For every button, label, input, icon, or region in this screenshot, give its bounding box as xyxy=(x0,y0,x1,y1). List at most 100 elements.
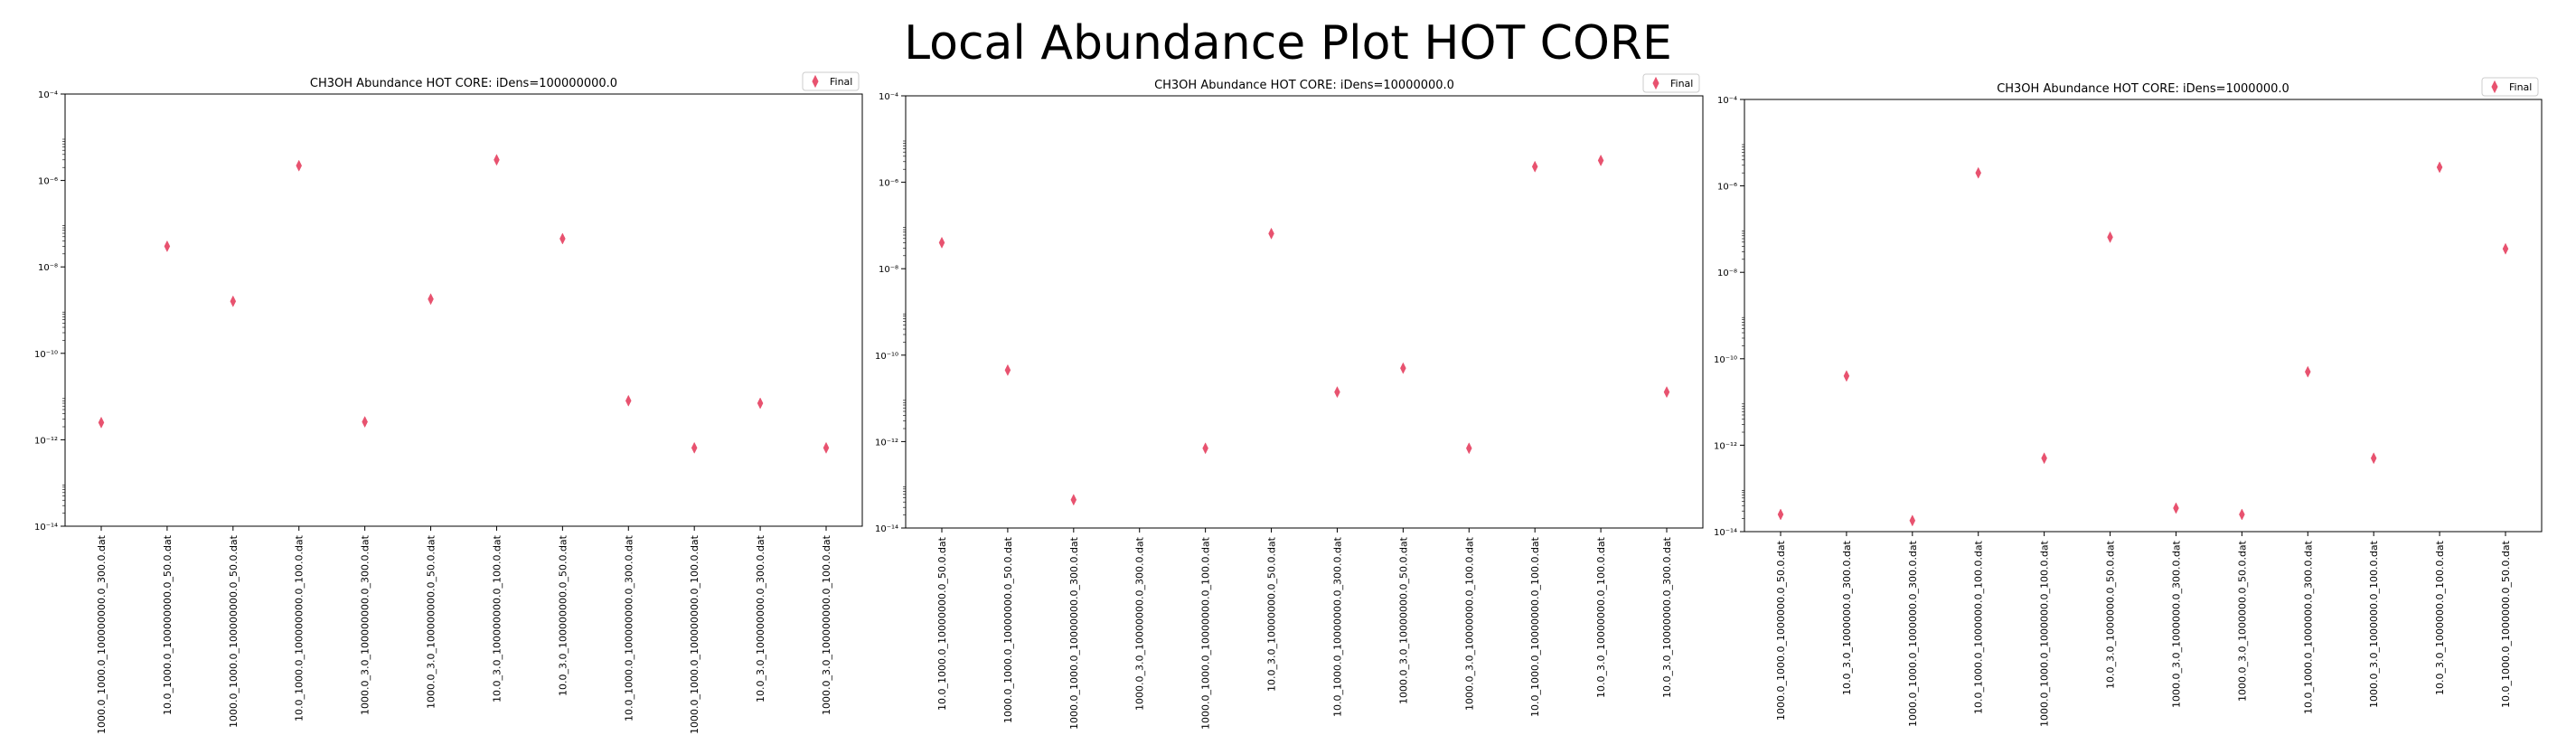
panel-2: CH3OH Abundance HOT CORE: iDens=10000000… xyxy=(875,73,1704,730)
axes-frame xyxy=(1744,99,2543,533)
y-tick-label: 10⁻⁸ xyxy=(38,263,58,273)
x-tick-label: 10.0_3.0_10000000.0_300.0.dat xyxy=(1661,536,1673,698)
x-tick-label: 1000.0_3.0_1000000.0_50.0.dat xyxy=(2236,540,2248,702)
legend-label: Final xyxy=(2509,81,2532,93)
data-point xyxy=(164,240,171,252)
y-tick-label: 10⁻⁴ xyxy=(879,92,898,102)
x-tick-label: 10.0_1000.0_100000000.0_100.0.dat xyxy=(294,534,306,721)
data-point xyxy=(230,295,237,307)
y-tick-label: 10⁻¹⁴ xyxy=(34,523,58,533)
data-point xyxy=(98,416,105,429)
x-tick-label: 1000.0_3.0_1000000.0_100.0.dat xyxy=(2368,540,2380,708)
data-point xyxy=(1334,386,1340,399)
x-tick-label: 10.0_3.0_1000000.0_50.0.dat xyxy=(2105,540,2117,689)
legend-box xyxy=(2481,77,2539,97)
data-point xyxy=(2173,502,2179,514)
data-point xyxy=(2370,452,2377,465)
y-tick-label: 10⁻⁸ xyxy=(1717,269,1737,278)
data-point xyxy=(362,416,368,429)
data-point xyxy=(1843,370,1850,382)
data-point xyxy=(1975,166,1982,179)
data-point xyxy=(1465,442,1472,455)
y-tick-label: 10⁻¹² xyxy=(875,438,898,448)
data-point xyxy=(625,394,632,407)
panel-title: CH3OH Abundance HOT CORE: iDens=10000000… xyxy=(310,77,617,90)
y-tick-label: 10⁻⁴ xyxy=(38,90,58,100)
legend-box xyxy=(802,71,860,91)
legend-label: Final xyxy=(830,76,852,88)
y-tick-label: 10⁻¹² xyxy=(1714,441,1737,451)
x-tick-label: 10.0_3.0_1000000.0_100.0.dat xyxy=(2434,540,2446,695)
x-tick-label: 10.0_1000.0_100000000.0_50.0.dat xyxy=(162,534,174,715)
x-tick-label: 10.0_1000.0_1000000.0_100.0.dat xyxy=(1973,540,1985,714)
x-tick-label: 1000.0_1000.0_1000000.0_300.0.dat xyxy=(1907,540,1919,727)
data-point xyxy=(1004,363,1011,376)
panel-title: CH3OH Abundance HOT CORE: iDens=10000000… xyxy=(1154,79,1454,92)
y-tick-label: 10⁻¹⁰ xyxy=(34,350,58,360)
legend-marker xyxy=(1652,76,1659,90)
x-tick-label: 1000.0_3.0_10000000.0_50.0.dat xyxy=(1397,536,1409,704)
x-tick-label: 10.0_1000.0_1000000.0_300.0.dat xyxy=(2302,540,2314,714)
x-tick-label: 1000.0_1000.0_100000000.0_300.0.dat xyxy=(96,534,108,734)
x-tick-label: 10.0_3.0_1000000.0_300.0.dat xyxy=(1841,540,1853,695)
x-tick-label: 1000.0_3.0_10000000.0_300.0.dat xyxy=(1134,536,1146,711)
data-point xyxy=(1400,362,1406,374)
data-point xyxy=(296,159,303,172)
axes-frame xyxy=(905,95,1704,529)
x-tick-label: 10.0_1000.0_1000000.0_50.0.dat xyxy=(2500,540,2512,708)
data-point xyxy=(1663,386,1670,399)
data-point xyxy=(938,236,945,249)
y-tick-label: 10⁻⁸ xyxy=(879,265,898,275)
x-tick-label: 10.0_1000.0_10000000.0_50.0.dat xyxy=(936,536,948,711)
data-point xyxy=(1268,227,1274,240)
y-tick-label: 10⁻⁶ xyxy=(38,177,58,187)
y-tick-label: 10⁻⁶ xyxy=(1717,183,1737,193)
x-tick-label: 10.0_1000.0_100000000.0_300.0.dat xyxy=(623,534,635,721)
y-tick-label: 10⁻⁴ xyxy=(1717,96,1737,106)
figure-title: Local Abundance Plot HOT CORE xyxy=(904,16,1672,71)
data-point xyxy=(2304,365,2311,378)
x-tick-label: 1000.0_3.0_100000000.0_50.0.dat xyxy=(426,534,437,709)
legend-marker xyxy=(2491,80,2498,94)
y-tick-label: 10⁻⁶ xyxy=(879,179,898,189)
x-tick-label: 10.0_1000.0_10000000.0_100.0.dat xyxy=(1529,536,1541,717)
axes-frame xyxy=(64,93,863,527)
data-point xyxy=(1597,154,1604,167)
data-point xyxy=(2239,508,2245,521)
x-tick-label: 1000.0_1000.0_100000000.0_100.0.dat xyxy=(689,534,700,734)
data-point xyxy=(2107,231,2113,243)
data-point xyxy=(494,154,500,166)
x-tick-label: 1000.0_3.0_100000000.0_100.0.dat xyxy=(821,534,832,715)
x-tick-label: 1000.0_1000.0_10000000.0_300.0.dat xyxy=(1068,536,1080,730)
panel-1: CH3OH Abundance HOT CORE: iDens=10000000… xyxy=(34,71,863,734)
x-tick-label: 10.0_3.0_10000000.0_100.0.dat xyxy=(1595,536,1607,698)
x-tick-label: 1000.0_1000.0_1000000.0_100.0.dat xyxy=(2039,540,2051,727)
data-point xyxy=(1070,494,1077,506)
data-point xyxy=(1531,160,1538,173)
x-tick-label: 1000.0_3.0_10000000.0_100.0.dat xyxy=(1463,536,1475,711)
data-point xyxy=(2041,452,2047,465)
panel-3: CH3OH Abundance HOT CORE: iDens=1000000.… xyxy=(1714,77,2543,727)
x-tick-label: 1000.0_3.0_1000000.0_300.0.dat xyxy=(2170,540,2182,708)
legend-marker xyxy=(812,74,819,89)
x-tick-label: 1000.0_1000.0_10000000.0_100.0.dat xyxy=(1200,536,1212,730)
data-point xyxy=(757,397,764,410)
x-tick-label: 1000.0_1000.0_100000000.0_50.0.dat xyxy=(228,534,240,728)
panel-title: CH3OH Abundance HOT CORE: iDens=1000000.… xyxy=(1997,82,2289,96)
y-tick-label: 10⁻¹² xyxy=(34,436,58,446)
y-tick-label: 10⁻¹⁰ xyxy=(1714,355,1737,365)
x-tick-label: 1000.0_3.0_100000000.0_300.0.dat xyxy=(360,534,371,715)
legend-label: Final xyxy=(1670,78,1693,90)
x-tick-label: 10.0_3.0_100000000.0_100.0.dat xyxy=(491,534,503,703)
x-tick-label: 10.0_1000.0_10000000.0_300.0.dat xyxy=(1331,536,1343,717)
y-tick-label: 10⁻¹⁴ xyxy=(1714,528,1737,538)
data-point xyxy=(428,293,434,306)
y-tick-label: 10⁻¹⁰ xyxy=(875,352,898,362)
data-point xyxy=(823,441,830,454)
x-tick-label: 10.0_3.0_100000000.0_50.0.dat xyxy=(557,534,569,696)
data-point xyxy=(559,232,566,245)
data-point xyxy=(2436,161,2443,174)
data-point xyxy=(1777,508,1784,521)
data-point xyxy=(2502,242,2509,255)
